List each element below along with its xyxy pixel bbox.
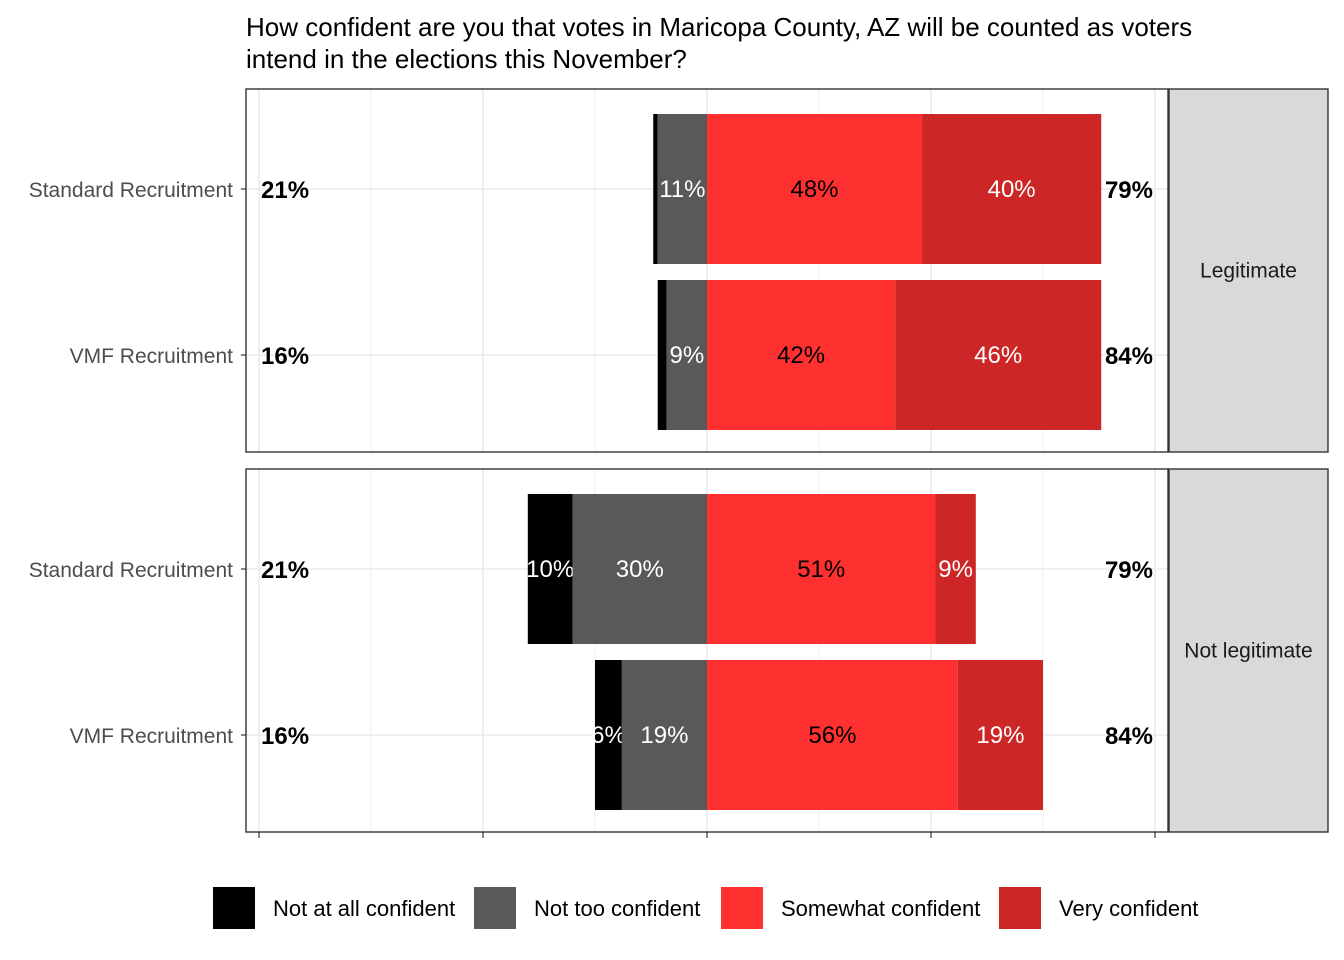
row-vmf-recruitment: 6% 19% 56% 19% 16% 84% <box>261 660 1153 810</box>
chart-title-line: intend in the elections this November? <box>246 44 687 74</box>
bar-not-too-confident <box>657 114 707 264</box>
chart-panels: 11% 48% 40% 21% 79% Standard Recruitment 9% 42%… <box>29 88 1329 833</box>
bar-data-label: 11% <box>659 176 705 203</box>
bar-data-label: 19% <box>640 722 688 749</box>
row-vmf-recruitment: 9% 42% 46% 16% 84% <box>261 280 1153 430</box>
bar-data-label: 46% <box>974 342 1022 369</box>
left-total-label: 16% <box>261 343 309 370</box>
bar-data-label: 30% <box>616 556 664 583</box>
bar-somewhat-confident <box>707 280 896 430</box>
category-label: Standard Recruitment <box>29 179 233 202</box>
legend-swatch <box>721 887 763 929</box>
right-total-label: 79% <box>1105 177 1153 204</box>
bar-not-at-all-confident <box>653 114 658 264</box>
row-standard-recruitment: 11% 48% 40% 21% 79% <box>261 114 1153 264</box>
legend-label: Somewhat confident <box>781 896 980 921</box>
left-total-label: 21% <box>261 177 309 204</box>
category-label: Standard Recruitment <box>29 559 233 582</box>
right-total-label: 84% <box>1105 343 1153 370</box>
legend-swatch <box>474 887 516 929</box>
bar-data-label: 51% <box>797 556 845 583</box>
legend-label: Not at all confident <box>273 896 455 921</box>
left-total-label: 21% <box>261 557 309 584</box>
facet-strip-label: Legitimate <box>1200 260 1297 283</box>
bar-data-label: 9% <box>669 342 704 369</box>
bar-very-confident <box>922 114 1102 264</box>
bar-very-confident <box>895 280 1102 430</box>
bar-very-confident <box>935 494 976 644</box>
category-label: VMF Recruitment <box>70 345 234 368</box>
left-total-label: 16% <box>261 723 309 750</box>
panel-border <box>245 88 1169 453</box>
right-total-label: 79% <box>1105 557 1153 584</box>
bar-data-label: 10% <box>526 556 574 583</box>
bar-not-at-all-confident <box>595 660 622 810</box>
bar-data-label: 56% <box>808 722 856 749</box>
bar-somewhat-confident <box>707 494 936 644</box>
bar-data-label: 40% <box>988 176 1036 203</box>
bar-not-at-all-confident <box>657 280 667 430</box>
bar-data-label: 42% <box>777 342 825 369</box>
chart-title: How confident are you that votes in Mari… <box>246 12 1192 74</box>
bar-very-confident <box>957 660 1043 810</box>
bar-not-too-confident <box>666 280 707 430</box>
bar-somewhat-confident <box>707 114 923 264</box>
facet-strip-label: Not legitimate <box>1184 640 1312 663</box>
chart-title-line: How confident are you that votes in Mari… <box>246 12 1192 42</box>
right-total-label: 84% <box>1105 723 1153 750</box>
row-standard-recruitment: 10% 30% 51% 9% 21% 79% <box>261 494 1153 644</box>
legend-item-somewhat-confident: Somewhat confident <box>721 887 980 929</box>
legend-item-not-too-confident: Not too confident <box>474 887 700 929</box>
bar-not-at-all-confident <box>527 494 573 644</box>
legend-label: Very confident <box>1059 896 1198 921</box>
x-axis-ticks <box>258 832 1156 838</box>
bar-data-label: 48% <box>790 176 838 203</box>
facet-strip <box>1168 468 1329 833</box>
panel-not-legitimate: 10% 30% 51% 9% 21% 79% Standard Recruitment 6% 1… <box>29 468 1329 833</box>
bar-not-too-confident <box>572 494 707 644</box>
chart-legend: Not at all confident Not too confident Som… <box>213 887 1198 929</box>
bar-data-label: 19% <box>976 722 1024 749</box>
bar-not-too-confident <box>621 660 707 810</box>
panel-legitimate: 11% 48% 40% 21% 79% Standard Recruitment 9% 42%… <box>29 88 1329 453</box>
legend-item-very-confident: Very confident <box>999 887 1198 929</box>
legend-swatch <box>213 887 255 929</box>
bar-data-label: 6% <box>591 722 626 749</box>
legend-swatch <box>999 887 1041 929</box>
legend-label: Not too confident <box>534 896 700 921</box>
facet-strip <box>1168 88 1329 453</box>
bar-data-label: 9% <box>938 556 973 583</box>
category-label: VMF Recruitment <box>70 725 234 748</box>
legend-item-not-at-all-confident: Not at all confident <box>213 887 455 929</box>
bar-somewhat-confident <box>707 660 958 810</box>
